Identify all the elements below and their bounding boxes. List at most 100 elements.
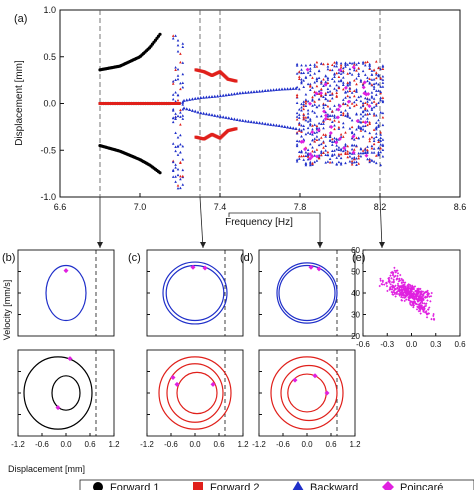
backward-band-point [342, 135, 345, 138]
backward-band-point [313, 131, 316, 134]
forward2-zero-point [139, 102, 143, 105]
backward-band-point [324, 97, 327, 100]
backward-band-point [372, 68, 376, 72]
backward-band-point [357, 95, 360, 99]
backward-band-point [322, 122, 325, 125]
connector-arrowhead [97, 242, 103, 248]
backward-point [272, 88, 276, 92]
e-x-tick-label: -0.6 [356, 340, 370, 349]
poincare-point [328, 131, 333, 136]
phase-orbit [162, 261, 228, 325]
backward-band-point [348, 116, 352, 119]
backward-band-point [298, 127, 301, 131]
poincare-point [413, 302, 417, 305]
phase-orbit [158, 356, 232, 430]
backward-point [246, 119, 250, 123]
backward-band-point [174, 34, 177, 37]
phase-orbit [166, 363, 224, 423]
backward-band-point [306, 71, 310, 74]
poincare-point [420, 300, 424, 303]
poincare-point [424, 304, 428, 308]
backward-band-point [179, 174, 182, 178]
backward-band-point [313, 100, 316, 103]
backward-band-point [355, 77, 358, 80]
backward-band-point [355, 69, 358, 72]
backward-band-point [302, 154, 305, 158]
backward-band-point [355, 88, 358, 91]
poincare-point [409, 284, 412, 288]
backward-band-point [357, 66, 360, 70]
poincare-point [423, 307, 426, 310]
backward-point [216, 94, 220, 98]
legend-marker-circle [93, 482, 103, 490]
backward-band-point [353, 104, 356, 108]
poincare-point [413, 297, 416, 300]
phase-x-tick-label: 0.6 [213, 440, 225, 449]
backward-band-point [357, 151, 360, 155]
backward-band-point [346, 152, 349, 155]
backward-band-point [309, 163, 312, 167]
backward-band-point [375, 71, 378, 74]
forward2-zero-point [127, 102, 131, 105]
backward-band-point [306, 112, 310, 115]
backward-band-point [372, 139, 376, 142]
backward-band-point [328, 135, 332, 138]
backward-point [249, 120, 253, 124]
backward-band-point [179, 186, 182, 190]
backward-band-point [370, 146, 374, 150]
backward-band-point [381, 111, 385, 115]
e-y-tick-label: 50 [351, 268, 360, 277]
backward-band-point [311, 127, 314, 131]
poincare-point [421, 290, 425, 293]
backward-band-point [315, 126, 319, 129]
backward-band-point [324, 103, 327, 107]
backward-band-point [171, 36, 175, 40]
backward-band-point [328, 117, 332, 121]
backward-band-point [353, 157, 356, 161]
backward-band-point [379, 67, 382, 71]
poincare-point [351, 65, 356, 70]
backward-band-point [350, 91, 354, 94]
poincare-point [419, 312, 422, 315]
backward-band-point [375, 89, 378, 92]
poincare-points-a [299, 65, 372, 161]
backward-point [258, 121, 262, 125]
backward-band-point [295, 93, 299, 96]
backward-band-point [333, 61, 336, 64]
backward-band-point [359, 94, 363, 98]
backward-band-point [379, 139, 382, 143]
backward-band-point [171, 175, 175, 178]
backward-band-point [302, 112, 305, 116]
poincare-point [432, 312, 435, 316]
backward-point [230, 116, 234, 120]
backward-band-point [381, 85, 385, 88]
backward-band-point [335, 94, 338, 97]
backward-band-point [370, 78, 374, 81]
backward-band-point [300, 135, 303, 138]
backward-band-point [346, 83, 349, 87]
connector-line [379, 196, 383, 249]
backward-band-point [324, 133, 327, 136]
backward-band-point [174, 68, 177, 72]
backward-band-point [320, 87, 323, 91]
poincare-point [391, 293, 394, 296]
poincare-point [414, 289, 417, 293]
backward-band-point [370, 94, 374, 98]
poincare-point [394, 274, 397, 278]
backward-band-point [353, 132, 356, 136]
backward-band-point [379, 111, 382, 114]
backward-band-point [322, 141, 325, 144]
backward-band-point [375, 93, 378, 96]
backward-band-point [370, 135, 374, 139]
backward-band-point [315, 79, 319, 83]
poincare-marker [316, 266, 322, 272]
backward-band-point [306, 120, 310, 123]
poincare-point [416, 289, 420, 292]
backward-band-point [368, 160, 371, 164]
backward-band-point [359, 78, 363, 82]
backward-band-point [337, 145, 341, 149]
backward-band-point [353, 160, 356, 164]
e-x-tick-label: 0.0 [406, 340, 418, 349]
backward-band-point [176, 67, 180, 71]
poincare-point [310, 154, 315, 159]
